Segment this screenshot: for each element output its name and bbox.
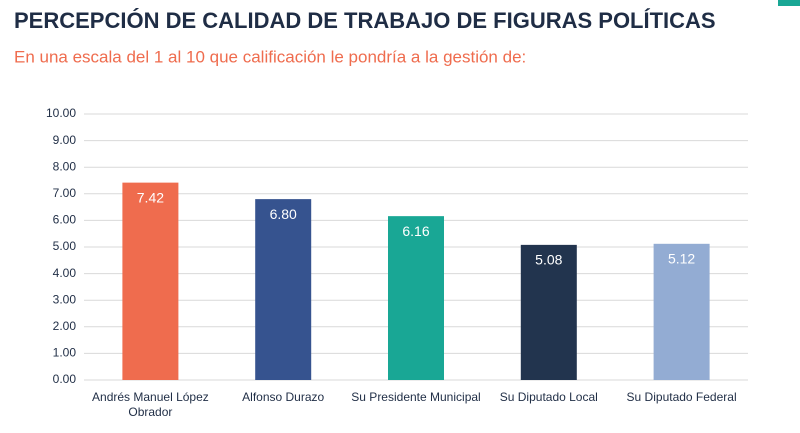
- bar: [255, 199, 312, 380]
- value-label: 7.42: [137, 189, 164, 205]
- y-tick-label: 0.00: [53, 372, 77, 386]
- value-label: 6.16: [402, 223, 429, 239]
- x-tick-label: Su Diputado Local: [499, 390, 598, 404]
- value-label: 5.08: [535, 252, 562, 268]
- value-label: 5.12: [668, 251, 695, 267]
- y-tick-label: 6.00: [53, 213, 77, 227]
- x-tick-label: Su Presidente Municipal: [351, 390, 481, 404]
- y-tick-label: 10.00: [46, 106, 76, 120]
- x-tick-label: Su Diputado Federal: [626, 390, 737, 404]
- x-tick-label: Alfonso Durazo: [242, 390, 325, 404]
- y-tick-label: 7.00: [53, 186, 77, 200]
- y-tick-label: 3.00: [53, 292, 77, 306]
- bar: [388, 216, 444, 380]
- x-tick-label: Andrés Manuel López Obrador: [92, 390, 209, 419]
- y-tick-label: 5.00: [53, 239, 77, 253]
- y-tick-label: 8.00: [53, 159, 77, 173]
- chart-title: PERCEPCIÓN DE CALIDAD DE TRABAJO DE FIGU…: [14, 8, 716, 33]
- value-label: 6.80: [270, 206, 297, 222]
- y-tick-label: 1.00: [53, 346, 77, 360]
- accent: [778, 0, 800, 6]
- bar: [122, 182, 179, 380]
- y-tick-label: 4.00: [53, 266, 77, 280]
- bar: [520, 244, 577, 380]
- bar: [653, 243, 710, 380]
- y-tick-label: 2.00: [53, 319, 77, 333]
- y-tick-label: 9.00: [53, 133, 77, 147]
- chart-subtitle: En una escala del 1 al 10 que calificaci…: [14, 47, 526, 66]
